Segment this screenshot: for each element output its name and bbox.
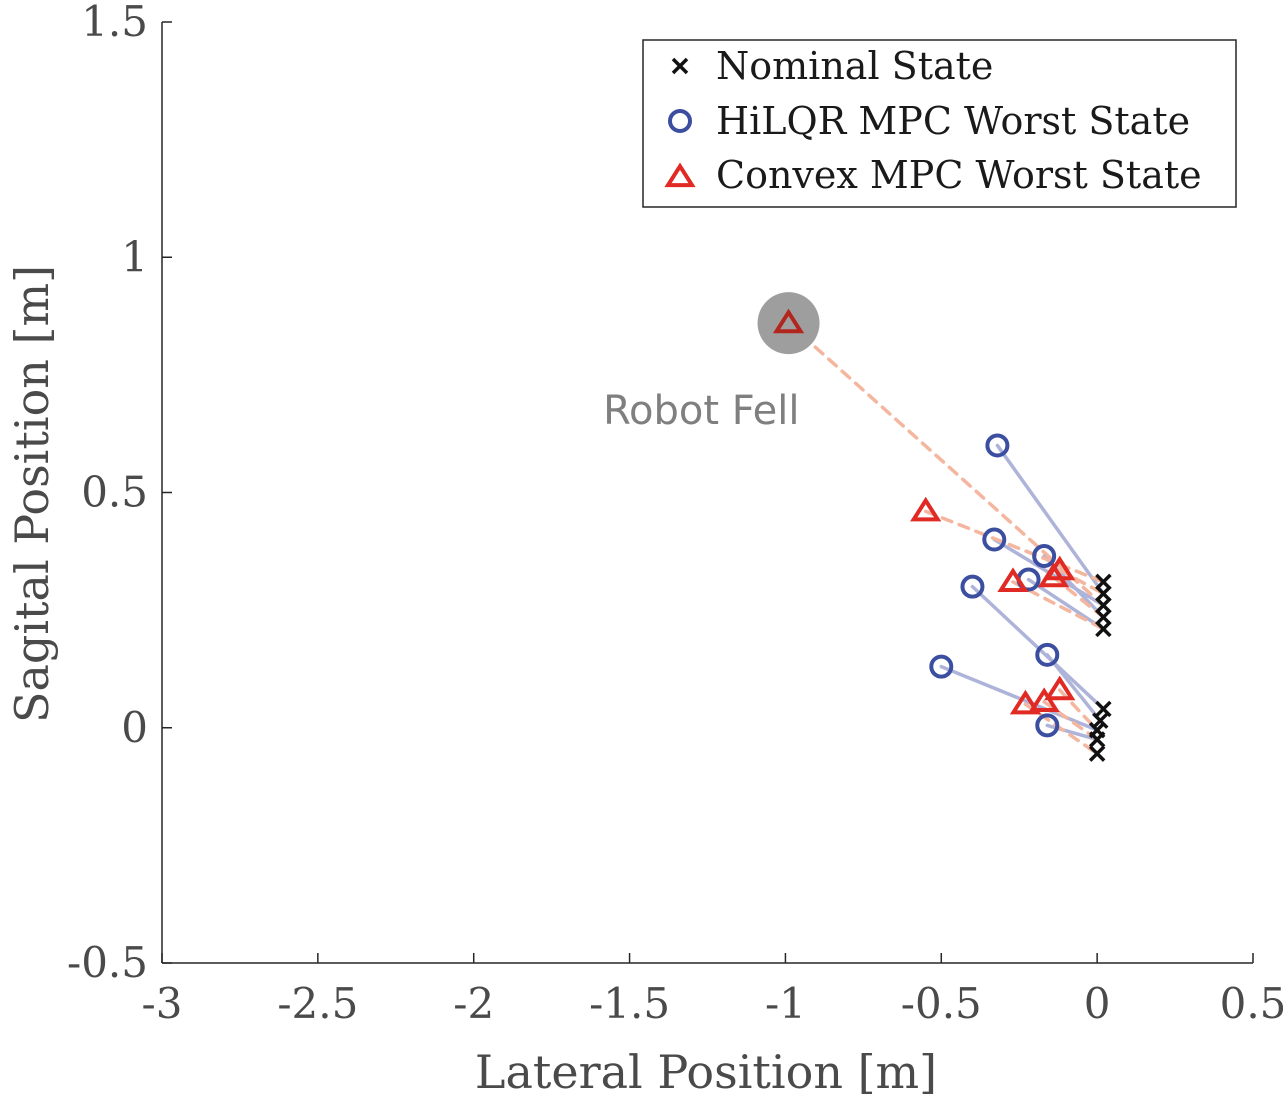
hilqr-connection-line bbox=[1045, 653, 1103, 723]
y-tick-label: 1.5 bbox=[81, 0, 148, 46]
legend-convex-marker bbox=[664, 162, 696, 188]
hilqr-point bbox=[929, 654, 954, 679]
x-tick-label: -0.5 bbox=[901, 979, 982, 1028]
convex-point bbox=[1028, 687, 1060, 712]
connection-lines bbox=[786, 321, 1106, 756]
hilqr-connection-line bbox=[1026, 577, 1106, 631]
convex-point bbox=[1037, 562, 1070, 588]
x-tick-label: -1 bbox=[765, 979, 806, 1028]
legend: Nominal State HiLQR MPC Worst State Convex… bbox=[642, 39, 1237, 208]
hilqr-point bbox=[982, 527, 1007, 552]
x-tick-label: -2 bbox=[453, 979, 494, 1028]
convex-point bbox=[772, 308, 805, 334]
x-tick-label: -2.5 bbox=[277, 979, 358, 1028]
axes: -3 -2.5 -2 -1.5 -1 -0.5 0 0.5 -0.5 0 0.5 1 1.5 bbox=[67, 0, 1283, 1028]
hilqr-point bbox=[1035, 713, 1060, 738]
convex-point bbox=[1044, 675, 1076, 701]
hilqr-connection-line bbox=[995, 443, 1106, 596]
y-tick-label: -0.5 bbox=[67, 938, 148, 987]
nominal-point bbox=[1095, 700, 1112, 718]
nominal-point bbox=[1088, 731, 1106, 748]
legend-box bbox=[642, 39, 1237, 208]
convex-connection-line bbox=[786, 321, 1106, 608]
legend-label: Convex MPC Worst State bbox=[716, 153, 1202, 197]
x-tick-label: 0.5 bbox=[1220, 979, 1283, 1028]
x-tick-label: -3 bbox=[142, 979, 183, 1028]
y-tick-label: 1 bbox=[121, 232, 148, 281]
x-axis-label: Lateral Position [m] bbox=[475, 1045, 937, 1099]
hilqr-point bbox=[1035, 642, 1060, 667]
robot-fell-highlight bbox=[757, 292, 820, 355]
legend-label: HiLQR MPC Worst State bbox=[716, 99, 1190, 143]
hilqr-point bbox=[985, 433, 1010, 458]
convex-connection-line bbox=[1023, 702, 1099, 756]
data-markers bbox=[772, 308, 1112, 762]
legend-hilqr-marker bbox=[668, 109, 692, 133]
robot-fell-label: Robot Fell bbox=[603, 388, 799, 434]
convex-point bbox=[997, 567, 1029, 592]
convex-point bbox=[1009, 689, 1042, 715]
y-tick-label: 0.5 bbox=[81, 468, 148, 517]
y-axis-label: Sagital Position [m] bbox=[5, 265, 59, 723]
convex-point bbox=[910, 496, 942, 522]
x-tick-label: -1.5 bbox=[589, 979, 670, 1028]
nominal-point bbox=[1095, 620, 1112, 638]
annotation-highlights bbox=[757, 292, 820, 355]
nominal-point bbox=[1092, 712, 1109, 729]
annotations: Robot Fell bbox=[603, 388, 799, 434]
legend-nominal-marker bbox=[671, 57, 689, 75]
hilqr-connection-line bbox=[939, 664, 1099, 732]
hilqr-point bbox=[960, 574, 985, 599]
nominal-point bbox=[1088, 745, 1106, 762]
legend-label: Nominal State bbox=[716, 44, 993, 88]
x-tick-label: 0 bbox=[1084, 979, 1111, 1028]
hilqr-point bbox=[1032, 544, 1057, 569]
convex-connection-line bbox=[923, 509, 1106, 584]
y-tick-label: 0 bbox=[121, 703, 148, 752]
